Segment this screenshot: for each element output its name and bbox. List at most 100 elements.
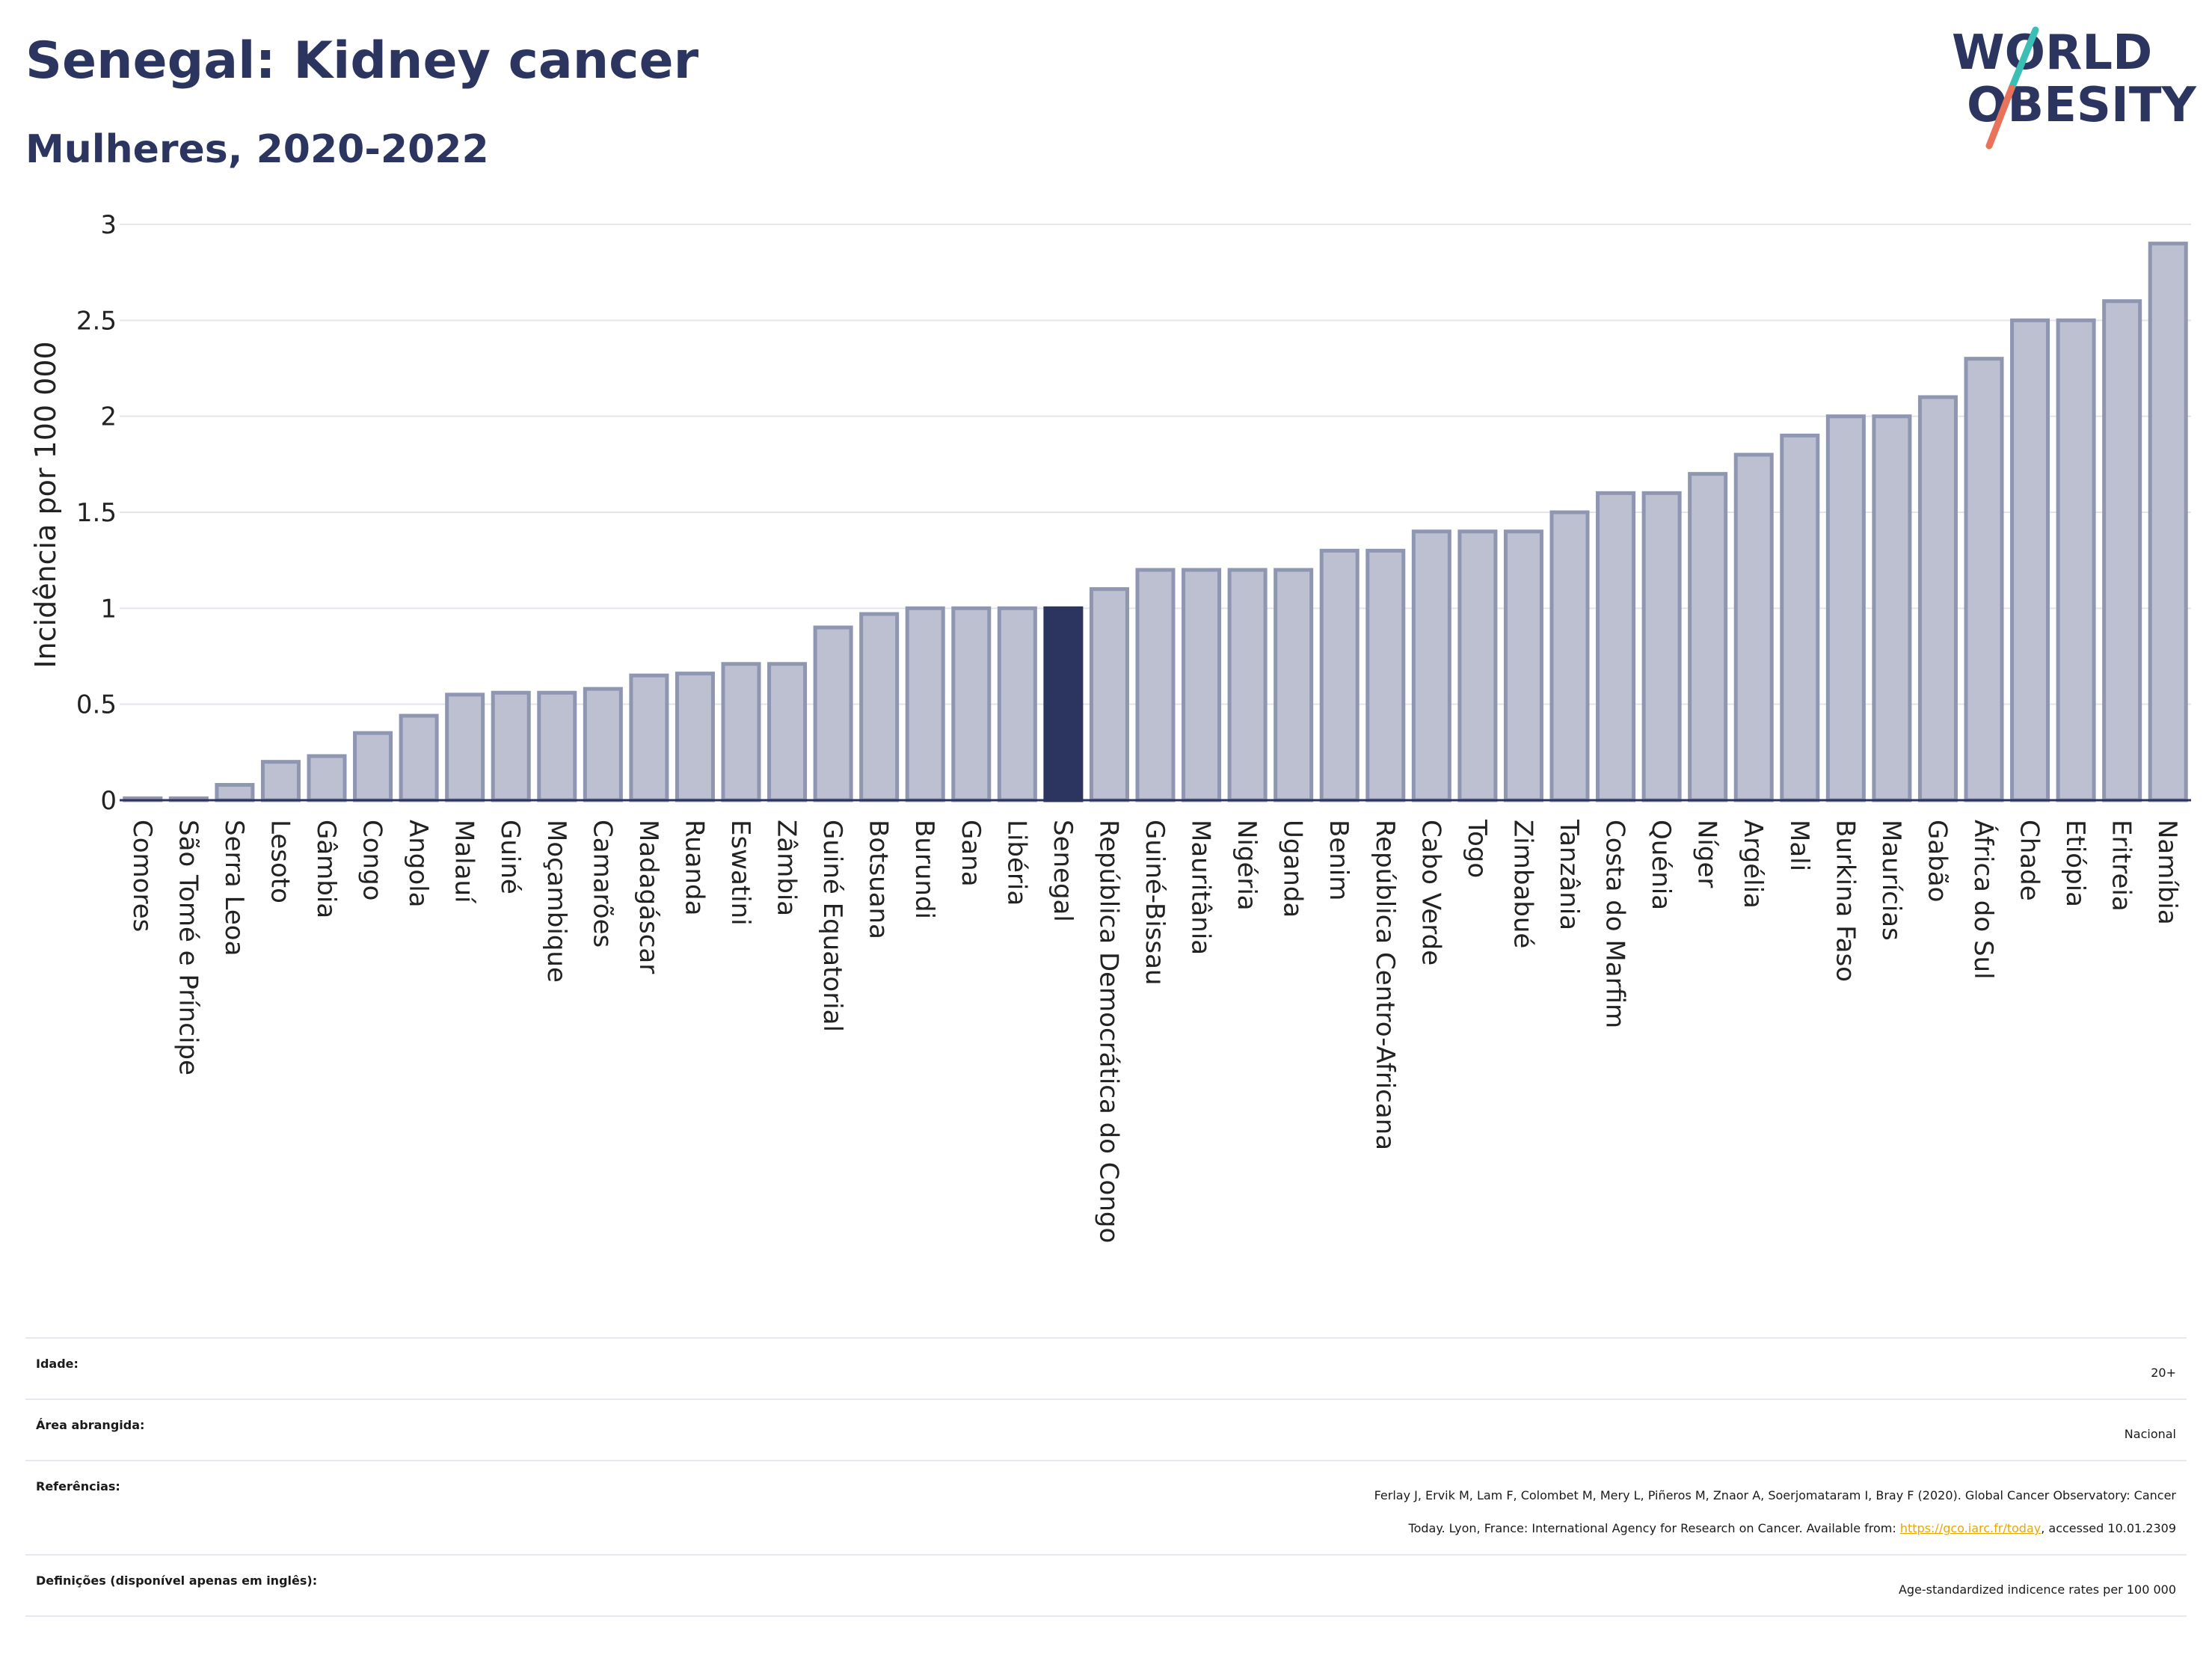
references-value: Ferlay J, Ervik M, Lam F, Colombet M, Me…: [1374, 1479, 2187, 1545]
bar: [1549, 510, 1590, 802]
bar: [2010, 318, 2050, 802]
y-tick-label: 1: [100, 594, 117, 624]
x-tick-label: Lesoto: [265, 820, 295, 903]
x-tick-label: Comores: [127, 820, 157, 932]
definitions-label: Definições (disponível apenas em inglês)…: [36, 1573, 318, 1588]
bar: [491, 690, 531, 802]
references-line-2-start: Today. Lyon, France: International Agenc…: [1408, 1521, 1900, 1535]
bar: [1182, 568, 1222, 802]
x-tick-label: Níger: [1692, 820, 1722, 888]
x-tick-label: Costa do Marfim: [1600, 820, 1630, 1028]
bar: [1733, 452, 1774, 802]
x-tick-label: Mali: [1784, 820, 1814, 871]
bar: [215, 782, 255, 802]
bar: [951, 606, 992, 802]
x-tick-label: África do Sul: [1968, 820, 1999, 980]
info-row-references: Referências: Ferlay J, Ervik M, Lam F, C…: [25, 1479, 2187, 1545]
x-tick-label: República Democrática do Congo: [1093, 820, 1123, 1243]
bar: [1917, 395, 1958, 802]
bar: [1274, 568, 1314, 802]
bar: [1596, 491, 1636, 802]
bar: [1135, 568, 1176, 802]
bar: [1227, 568, 1268, 802]
x-tick-label: Uganda: [1278, 820, 1308, 918]
x-tick-label: Camarões: [587, 820, 617, 948]
x-tick-label: São Tomé e Príncipe: [173, 820, 203, 1075]
x-tick-label: República Centro-Africana: [1370, 820, 1400, 1150]
area-value: Nacional: [2124, 1427, 2176, 1441]
divider: [25, 1398, 2187, 1400]
bar: [1319, 548, 1360, 802]
world-obesity-logo: WORLD OBESITY: [1952, 25, 2196, 150]
x-tick-label: Guiné-Bissau: [1140, 820, 1170, 985]
bar: [859, 612, 900, 802]
bar: [2102, 299, 2142, 802]
bar: [1503, 529, 1543, 802]
bar: [1688, 472, 1728, 802]
references-line-1: Ferlay J, Ervik M, Lam F, Colombet M, Me…: [1374, 1488, 2176, 1502]
bars: [123, 242, 2188, 802]
x-tick-label: Zâmbia: [772, 820, 802, 916]
bar-highlight: [1043, 606, 1084, 802]
logo-slash-top: [2008, 26, 2039, 92]
references-label: Referências:: [36, 1479, 120, 1493]
x-tick-label: Gana: [956, 820, 986, 887]
x-tick-label: Quénia: [1646, 820, 1676, 910]
logo-text-world: WORLD: [1952, 25, 2152, 81]
area-label: Área abrangida:: [36, 1418, 145, 1432]
bar: [1641, 491, 1682, 802]
x-tick-label: Moçambique: [541, 820, 571, 983]
info-row-definitions: Definições (disponível apenas em inglês)…: [25, 1573, 2187, 1606]
info-row-area: Área abrangida: Nacional: [25, 1418, 2187, 1451]
bar: [997, 606, 1037, 802]
y-tick-labels: 0 0.5 1 1.5 2 2.5 3: [76, 210, 117, 816]
divider: [25, 1615, 2187, 1617]
gco-link[interactable]: https://gco.iarc.fr/today: [1899, 1521, 2042, 1535]
x-tick-label: Ruanda: [679, 820, 709, 915]
bar: [2056, 318, 2096, 802]
info-row-age: Idade: 20+: [25, 1357, 2187, 1390]
x-tick-label: Namíbia: [2152, 820, 2182, 925]
definitions-value: Age-standardized indicence rates per 100…: [1898, 1582, 2176, 1597]
bar: [537, 690, 577, 802]
x-tick-label: Guiné Equatorial: [817, 820, 847, 1032]
bar-chart: 0 0.5 1 1.5 2 2.5 3 Comores São Tomé e Príncipe…: [29, 210, 2191, 1243]
references-line-2-end: , accessed 10.01.2309: [2041, 1521, 2176, 1535]
y-tick-label: 2.5: [76, 306, 117, 336]
chart-title: Senegal: Kidney cancer: [25, 31, 699, 90]
y-axis-label: Incidência por 100 000: [29, 341, 62, 668]
y-tick-label: 0.5: [76, 690, 117, 720]
x-tick-label: Argélia: [1738, 820, 1768, 909]
x-tick-label: Serra Leoa: [219, 820, 249, 956]
x-tick-label: Malauí: [449, 820, 479, 904]
bar: [307, 754, 347, 802]
bar: [1365, 548, 1406, 802]
x-tick-label: Benim: [1324, 820, 1354, 900]
bar: [629, 673, 669, 802]
x-tick-label: Senegal: [1048, 820, 1078, 922]
bar: [1457, 529, 1498, 802]
divider: [25, 1460, 2187, 1461]
x-tick-label: Tanzânia: [1554, 819, 1584, 930]
y-tick-label: 0: [100, 786, 117, 816]
bar: [1872, 414, 1912, 802]
bar: [1411, 529, 1451, 802]
bar: [905, 606, 945, 802]
x-tick-label: Botsuana: [864, 820, 894, 939]
x-tick-label: Gabão: [1922, 820, 1952, 902]
y-tick-label: 1.5: [76, 498, 117, 528]
x-tick-label: Nigéria: [1232, 820, 1262, 911]
x-tick-label: Mauritânia: [1186, 820, 1216, 955]
bar: [583, 687, 623, 802]
x-tick-label: Gâmbia: [311, 820, 341, 918]
x-tick-label: Congo: [357, 820, 387, 900]
bar: [1089, 587, 1129, 802]
bar: [260, 760, 301, 802]
x-tick-label: Burundi: [909, 820, 939, 919]
bar: [1964, 357, 2004, 802]
x-tick-label: Cabo Verde: [1416, 820, 1446, 965]
x-tick-label: Burkina Faso: [1830, 820, 1860, 982]
x-tick-label: Angola: [403, 820, 433, 907]
bar: [353, 731, 393, 802]
x-tick-label: Eritreia: [2107, 820, 2136, 912]
